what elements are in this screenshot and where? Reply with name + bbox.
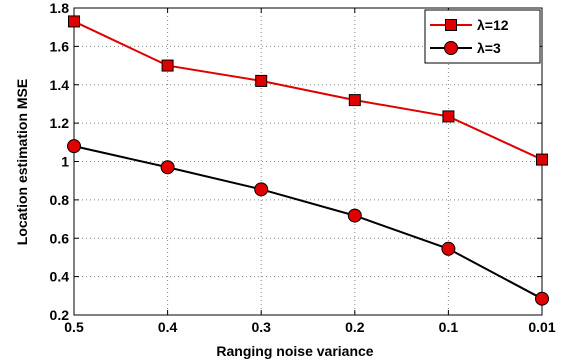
y-tick-label: 0.2 [50, 307, 70, 323]
legend-marker-lambda12 [445, 19, 457, 31]
legend-label-lambda3: λ=3 [477, 40, 501, 56]
data-point-circle [67, 139, 81, 154]
data-point-circle [160, 160, 175, 175]
y-axis-label: Location estimation MSE [14, 79, 30, 245]
x-tick-label: 0.4 [158, 319, 178, 335]
data-point-square [348, 94, 361, 107]
axis-ticks: 0.5 0.4 0.3 0.2 0.1 0.01 0.2 0.4 0.6 0.8 1 1.2 1.4 1.… [50, 0, 556, 335]
legend: λ=12 λ=3 [424, 9, 541, 64]
y-tick-label: 1.2 [50, 115, 70, 131]
y-tick-label: 1.6 [50, 38, 70, 54]
data-point-square [161, 59, 174, 72]
x-tick-label: 0.5 [64, 319, 84, 335]
y-tick-label: 1 [61, 154, 69, 170]
data-point-circle [441, 241, 456, 256]
data-point-square [442, 110, 455, 123]
legend-marker-lambda3 [444, 41, 458, 55]
x-axis-label: Ranging noise variance [216, 343, 373, 359]
data-point-square [536, 153, 548, 166]
data-point-circle [535, 291, 549, 306]
y-tick-label: 0.6 [50, 230, 70, 246]
x-tick-label: 0.3 [251, 319, 271, 335]
data-point-circle [254, 182, 269, 197]
series-layer [67, 15, 549, 306]
legend-box [424, 9, 541, 64]
data-point-circle [347, 208, 362, 223]
x-tick-label: 0.1 [439, 319, 459, 335]
legend-label-lambda12: λ=12 [477, 17, 509, 33]
y-tick-label: 0.4 [50, 269, 70, 285]
series-line-lambda12 [73, 20, 543, 161]
y-tick-label: 1.8 [50, 0, 70, 16]
x-tick-label: 0.2 [345, 319, 365, 335]
series-line-lambda3 [73, 145, 543, 300]
y-tick-label: 1.4 [50, 77, 70, 93]
y-tick-label: 0.8 [50, 192, 70, 208]
data-point-square [68, 15, 80, 28]
data-point-square [255, 74, 268, 87]
x-tick-label: 0.01 [528, 319, 555, 335]
